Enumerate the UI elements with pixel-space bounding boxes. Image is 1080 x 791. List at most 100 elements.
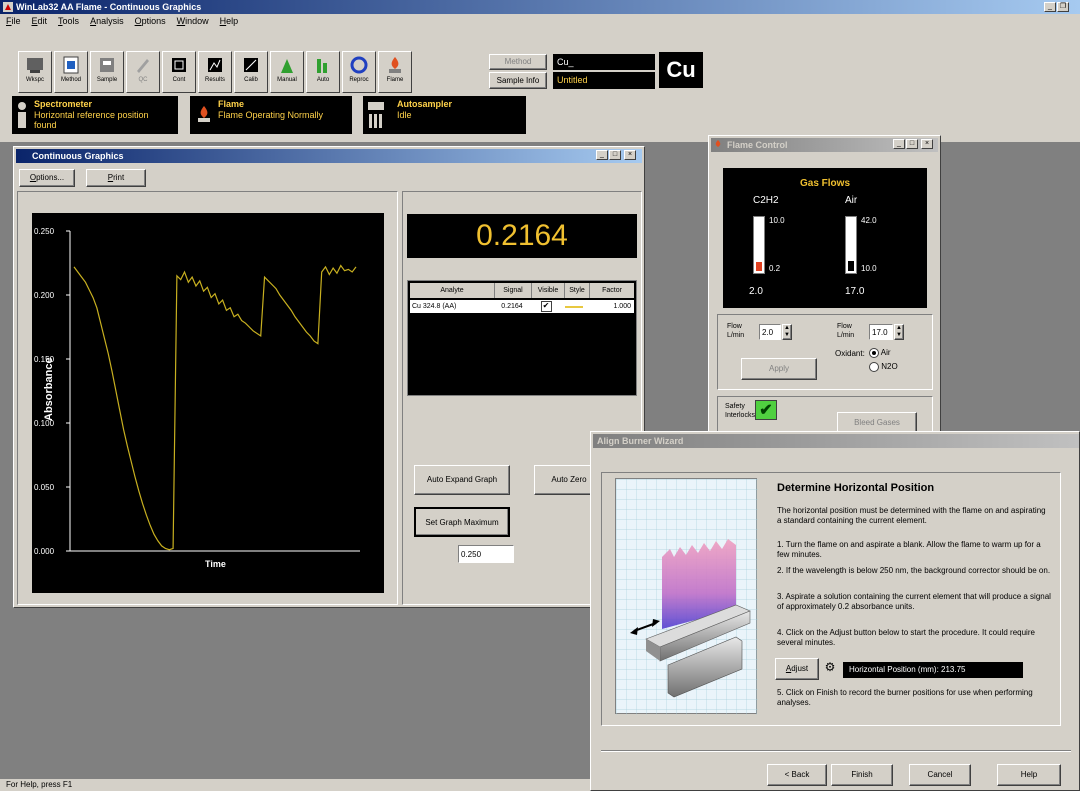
header-style: Style [565,283,590,298]
graphics-close-icon[interactable]: × [624,150,636,160]
calib-icon [241,55,261,75]
auto-toolbar-button[interactable]: Auto [306,51,340,93]
flame-minimize-icon[interactable]: _ [893,139,905,149]
wizard-title-bar: Align Burner Wizard [593,434,1079,448]
adjust-button[interactable]: Adjust [775,658,819,680]
finish-button[interactable]: Finish [831,764,893,786]
cancel-button[interactable]: Cancel [909,764,971,786]
wizard-divider [601,750,1071,752]
check-icon: ✔ [540,300,552,312]
wkspc-toolbar-button[interactable]: Wkspc [18,51,52,93]
y-tick-label: 0.250 [34,227,55,236]
table-row[interactable]: Cu 324.8 (AA) 0.2164 ✔ 1.000 [410,300,634,313]
reproc-toolbar-button[interactable]: Reproc [342,51,376,93]
oxidant-n2o-radio[interactable]: N2O [869,362,898,372]
flame-toolbar-button[interactable]: Flame [378,51,412,93]
c2h2-flow-label: Flow L/min [727,323,745,339]
x-axis-label: Time [205,559,226,569]
options-button[interactable]: Options... [19,169,75,187]
row-factor: 1.000 [613,303,631,310]
wizard-step-2: 2. If the wavelength is below 250 nm, th… [777,566,1051,575]
method-toolbar-button[interactable]: Method [54,51,88,93]
chart-panel [17,191,398,605]
air-flow-spinner[interactable]: ▲ ▼ [894,324,904,340]
c2h2-flow-spinner[interactable]: ▲ ▼ [782,324,792,340]
menu-analysis[interactable]: Analysis [90,16,124,26]
menu-options[interactable]: Options [134,16,166,26]
row-analyte: Cu 324.8 (AA) [412,303,457,310]
auto-icon [313,55,333,75]
wizard-title: Align Burner Wizard [597,436,684,446]
menu-file[interactable]: File [6,16,21,26]
analyte-table-header: Analyte Signal Visible Style Factor [410,283,634,298]
air-min: 10.0 [861,264,877,273]
sample-info-button[interactable]: Sample Info [489,72,547,89]
method-toolbar-label: Method [60,77,81,83]
element-display: Cu [659,52,703,88]
menu-tools[interactable]: Tools [58,16,80,26]
spectrometer-status-panel[interactable]: Spectrometer Horizontal reference positi… [12,96,178,134]
burner-diagram [616,479,758,715]
calib-toolbar-button[interactable]: Calib [234,51,268,93]
graphics-minimize-icon[interactable]: _ [596,150,608,160]
graph-maximum-input[interactable] [458,545,514,563]
flame-close-icon[interactable]: × [921,139,933,149]
sample-toolbar-button[interactable]: Sample [90,51,124,93]
manual-toolbar-button[interactable]: Manual [270,51,304,93]
y-tick-label: 0.150 [34,355,55,364]
header-signal: Signal [495,283,532,298]
apply-button[interactable]: Apply [741,358,817,380]
cont-toolbar-button[interactable]: Cont [162,51,196,93]
chart-area: 0.250 0.200 0.150 0.100 0.050 0.000 Absorbance… [32,213,384,593]
qc-toolbar-label: QC [138,77,148,83]
air-value: 17.0 [845,286,865,297]
flow-controls-group [717,314,933,390]
back-button[interactable]: < Back [767,764,827,786]
oxidant-air-label: Air [880,348,891,358]
cont-toolbar-label: Cont [172,77,186,83]
graphics-maximize-icon[interactable]: □ [609,150,621,160]
flame-maximize-icon[interactable]: □ [906,139,918,149]
menu-edit[interactable]: Edit [31,16,48,26]
results-toolbar-label: Results [204,77,225,83]
minimize-icon[interactable]: _ [1044,2,1056,12]
autosampler-icon [367,100,385,130]
qc-toolbar-button[interactable]: QC [126,51,160,93]
print-button[interactable]: Print [86,169,146,187]
absorbance-chart: 0.250 0.200 0.150 0.100 0.050 0.000 Absorbance… [34,227,360,569]
wkspc-toolbar-label: Wkspc [26,77,44,83]
air-flow-input[interactable] [869,324,893,340]
results-toolbar-button[interactable]: Results [198,51,232,93]
row-style-swatch[interactable] [562,300,586,313]
row-visible-checkbox[interactable]: ✔ [530,300,562,313]
settings-gear-icon: ⚙ [824,660,836,674]
autosampler-status-panel[interactable]: Autosampler Idle [363,96,526,134]
current-signal-display: 0.2164 [407,214,637,258]
wizard-step-3: 3. Aspirate a solution containing the cu… [777,592,1051,611]
flame-toolbar-label: Flame [386,77,404,83]
flame-control-window: Flame Control _ □ × Gas Flows C2H2 Air 1… [708,135,941,437]
spectrometer-icon [16,100,28,130]
method-button[interactable]: Method [489,54,547,70]
restore-icon[interactable]: ❐ [1057,2,1069,12]
flame-status-panel[interactable]: Flame Flame Operating Normally [190,96,352,134]
horizontal-position-readout: Horizontal Position (mm): 213.75 [843,662,1023,678]
cont-icon [169,55,189,75]
analyte-table[interactable]: Analyte Signal Visible Style Factor Cu 3… [407,280,637,396]
flame-icon [385,55,405,75]
reproc-toolbar-label: Reproc [349,77,369,83]
set-graph-maximum-button[interactable]: Set Graph Maximum [414,507,510,537]
c2h2-flow-input[interactable] [759,324,781,340]
flame-control-title: Flame Control [727,140,788,150]
air-label: Air [845,195,858,206]
qc-icon [133,55,153,75]
help-button[interactable]: Help [997,764,1061,786]
oxidant-air-radio[interactable]: Air [869,348,891,358]
menu-help[interactable]: Help [219,16,239,26]
flame-status-title: Flame [218,99,245,109]
auto-expand-graph-button[interactable]: Auto Expand Graph [414,465,510,495]
flame-status-line1: Flame Operating Normally [218,110,324,120]
header-visible: Visible [532,283,565,298]
c2h2-label: C2H2 [753,195,779,206]
menu-window[interactable]: Window [176,16,209,26]
